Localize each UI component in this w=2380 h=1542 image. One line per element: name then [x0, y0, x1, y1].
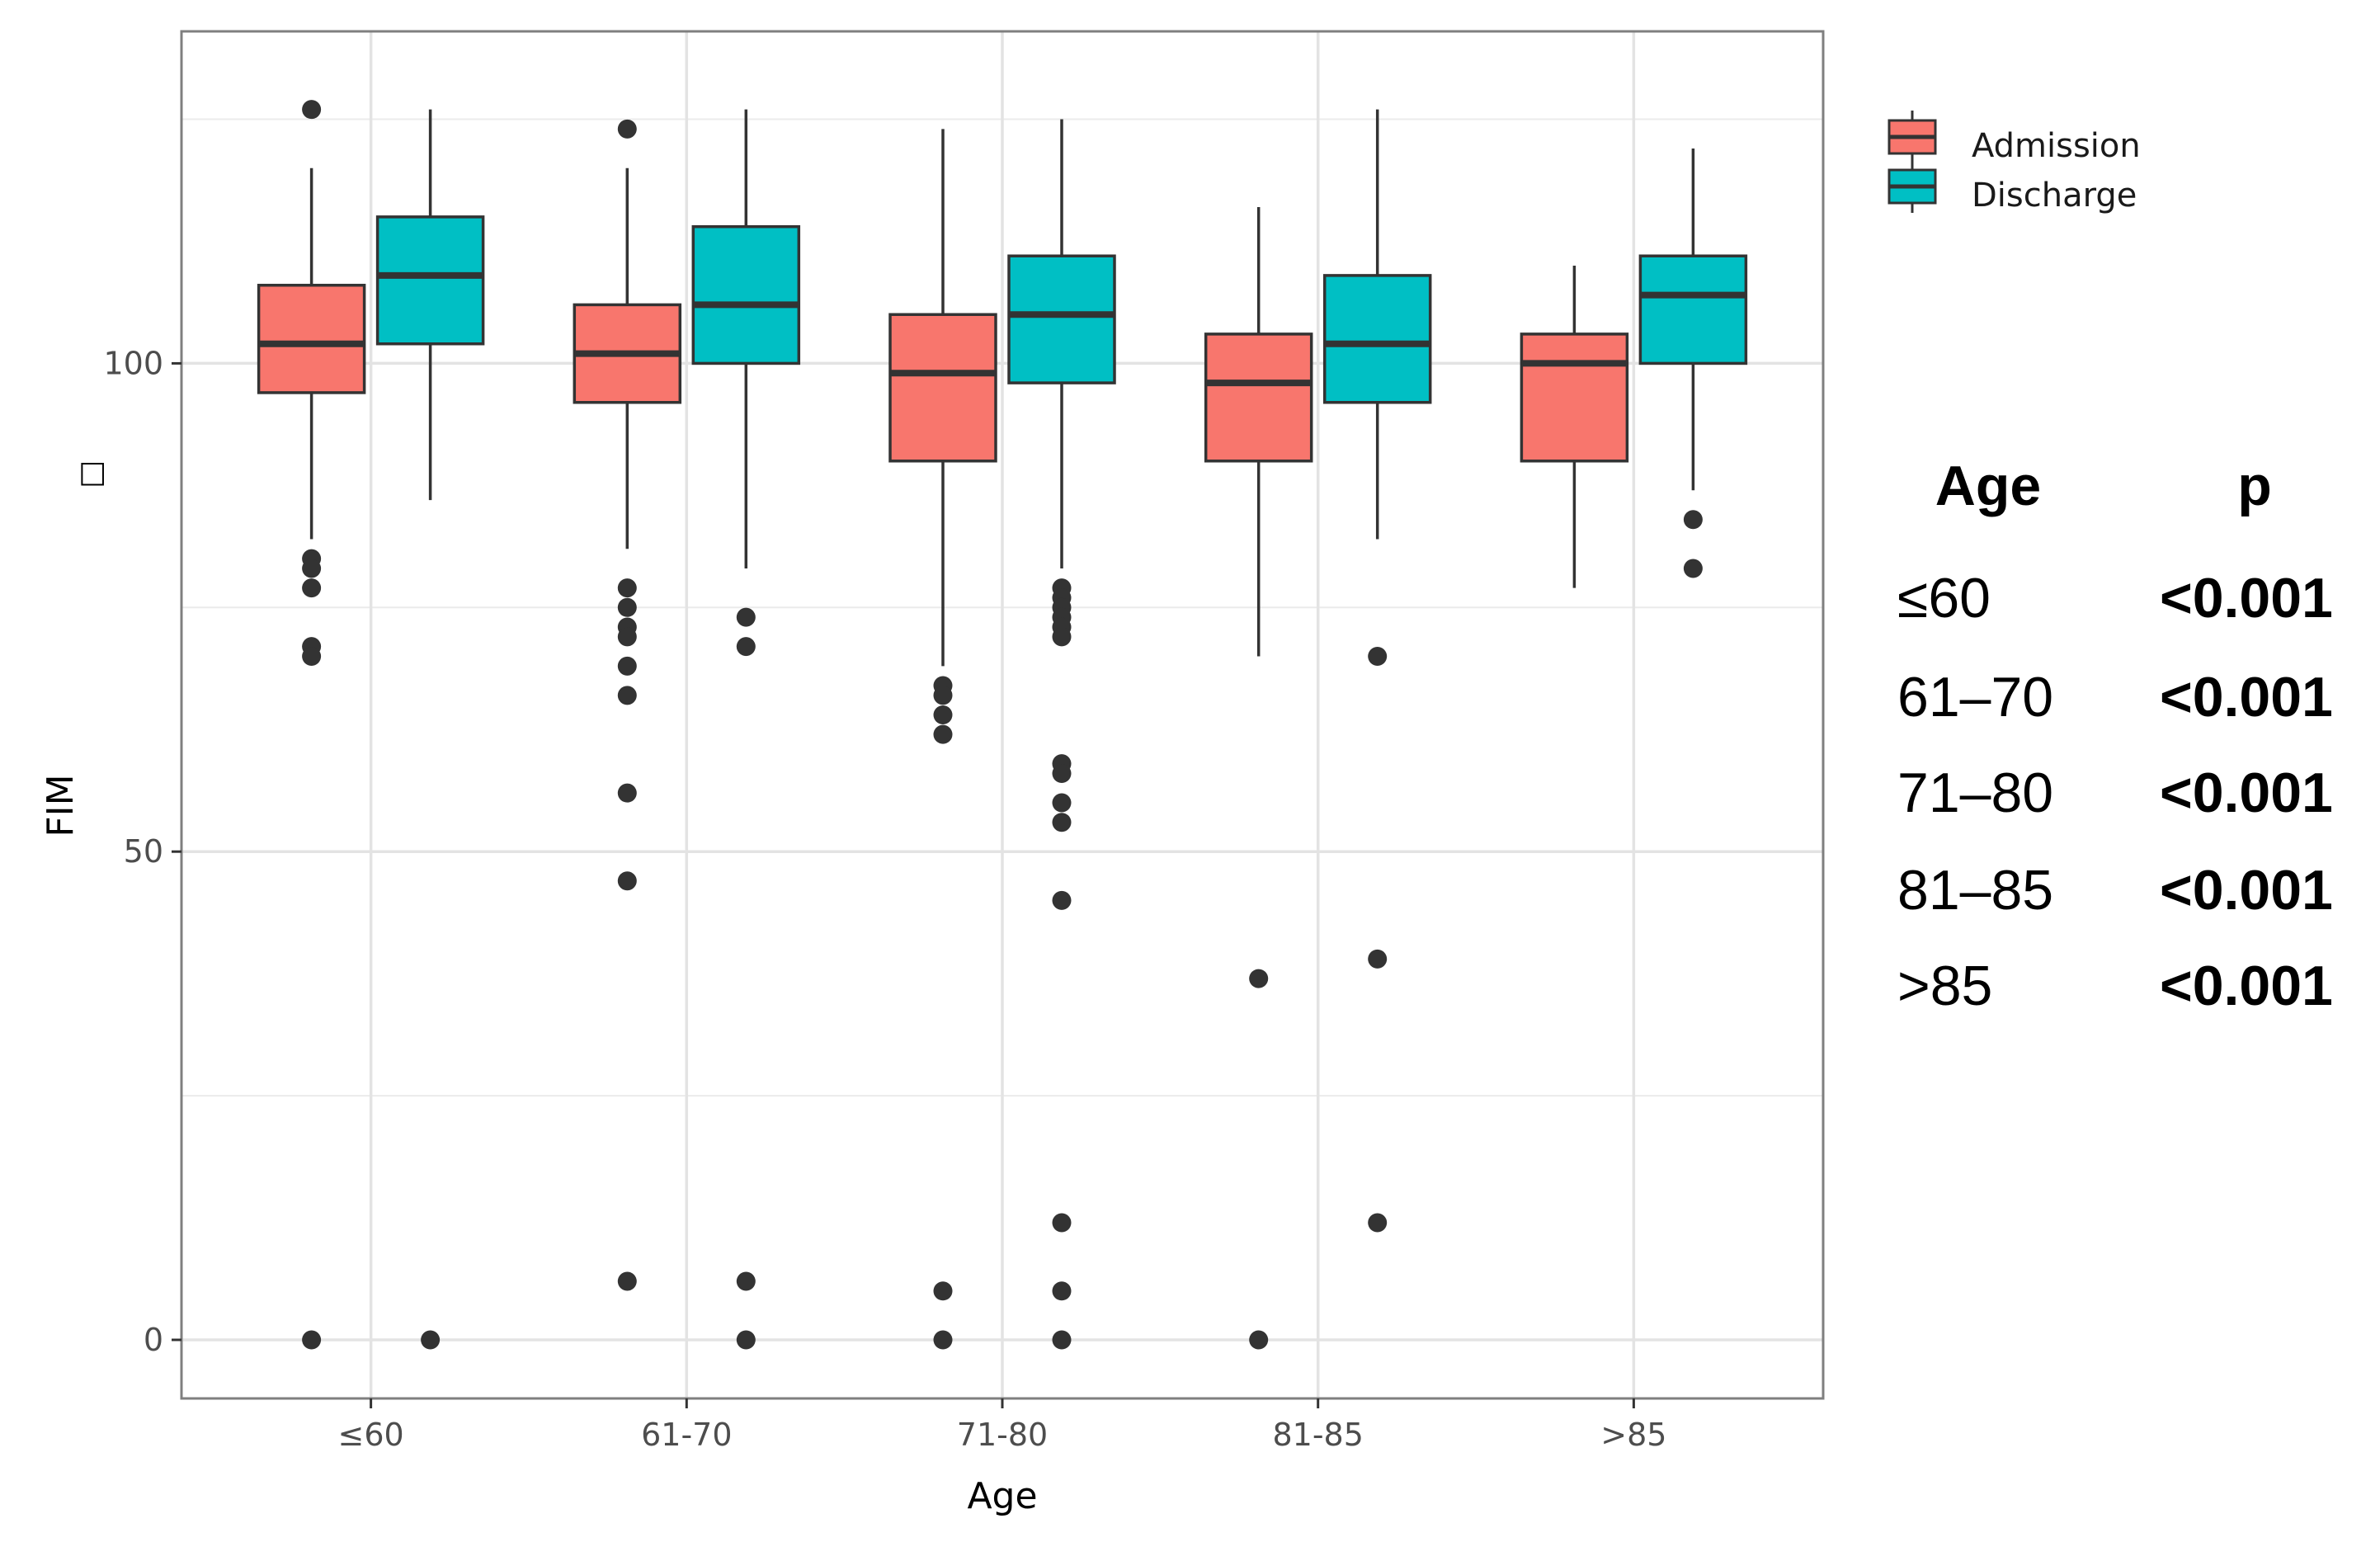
outlier-point — [1683, 510, 1703, 530]
box-iqr — [1322, 274, 1432, 404]
y-tick-label: 100 — [103, 345, 163, 381]
outlier-point — [302, 646, 322, 666]
outlier-point — [1052, 1213, 1072, 1233]
outlier-point — [617, 871, 637, 891]
box-iqr — [257, 283, 366, 394]
box-discharge-1 — [691, 109, 801, 1350]
p-table-row: 71–80 <0.001 — [1897, 762, 2333, 824]
panel-grid — [181, 31, 1823, 1398]
outlier-point — [617, 656, 637, 676]
box-admission-0 — [257, 100, 366, 1350]
box-iqr — [691, 224, 801, 365]
x-tick-label: >85 — [1600, 1417, 1666, 1453]
outlier-point — [933, 705, 953, 724]
legend-label: Admission — [1972, 127, 2141, 165]
box-iqr — [375, 215, 485, 346]
legend-label: Discharge — [1972, 177, 2137, 215]
p-table-header-age: Age — [1935, 455, 2041, 517]
legend-entry-admission: Admission — [1888, 111, 2141, 165]
p-table-row: 61–70 <0.001 — [1897, 666, 2333, 729]
outlier-point — [1368, 1213, 1388, 1233]
box-admission-4 — [1520, 266, 1629, 588]
outlier-point — [617, 686, 637, 705]
box-admission-3 — [1204, 207, 1313, 1350]
p-table-row: >85 <0.001 — [1897, 955, 2333, 1017]
outlier-point — [736, 637, 756, 657]
p-table-pvalue: <0.001 — [2160, 666, 2333, 729]
legend: Admission Discharge — [1888, 111, 2141, 215]
y-tick-label: 0 — [144, 1322, 163, 1358]
outlier-point — [1052, 1281, 1072, 1301]
box-iqr — [1204, 332, 1313, 463]
p-table-pvalue: <0.001 — [2160, 859, 2333, 922]
p-table-pvalue: <0.001 — [2160, 567, 2333, 630]
outlier-point — [617, 119, 637, 139]
outlier-point — [617, 578, 637, 598]
outlier-point — [1052, 1330, 1072, 1350]
outlier-point — [736, 607, 756, 627]
p-table-row: ≤60 <0.001 — [1897, 567, 2333, 630]
p-table-header-p: p — [2237, 455, 2272, 517]
box-discharge-3 — [1322, 109, 1432, 1233]
outlier-point — [302, 100, 322, 120]
box-iqr — [1638, 254, 1748, 365]
box-admission-2 — [888, 129, 997, 1350]
x-tick-label: ≤60 — [338, 1417, 404, 1453]
outlier-point — [1052, 890, 1072, 910]
outlier-point — [736, 1330, 756, 1350]
outlier-point — [302, 1330, 322, 1350]
outlier-point — [1052, 764, 1072, 784]
outlier-point — [1052, 813, 1072, 832]
outlier-point — [617, 1271, 637, 1291]
box-iqr — [1007, 254, 1116, 384]
box-discharge-2 — [1007, 119, 1116, 1350]
p-table-age: >85 — [1897, 955, 1992, 1017]
p-table-row: 81–85 <0.001 — [1897, 859, 2333, 922]
plot-elements — [257, 100, 1748, 1350]
outlier-point — [421, 1330, 441, 1350]
outlier-point — [302, 578, 322, 598]
outlier-point — [617, 783, 637, 803]
y-axis-title: FIM — [40, 774, 82, 837]
outlier-point — [1368, 949, 1388, 969]
outlier-point — [617, 597, 637, 617]
p-table-age: 71–80 — [1897, 762, 2053, 824]
outlier-point — [933, 724, 953, 744]
outlier-point — [933, 1330, 953, 1350]
outlier-point — [1249, 1330, 1269, 1350]
outlier-point — [1249, 969, 1269, 988]
box-discharge-0 — [375, 109, 485, 1350]
outlier-point — [1683, 559, 1703, 578]
outlier-point — [736, 1271, 756, 1291]
box-admission-1 — [573, 119, 682, 1291]
p-table-pvalue: <0.001 — [2160, 955, 2333, 1017]
x-tick-label: 61-70 — [641, 1417, 732, 1453]
outlier-point — [933, 1281, 953, 1301]
p-table-pvalue: <0.001 — [2160, 762, 2333, 824]
x-tick-label: 81-85 — [1272, 1417, 1363, 1453]
x-tick-label: 71-80 — [957, 1417, 1048, 1453]
axis-ticks: 0 50 100 ≤60 61-70 71-80 81-85 >85 — [103, 345, 1666, 1453]
box-iqr — [888, 313, 997, 463]
outlier-point — [617, 627, 637, 647]
outlier-point — [1052, 627, 1072, 647]
outlier-point — [1052, 793, 1072, 813]
p-table-age: 61–70 — [1897, 666, 2053, 729]
x-axis-title: Age — [967, 1475, 1037, 1517]
box-iqr — [1520, 332, 1629, 463]
outlier-point — [933, 686, 953, 705]
p-table-age: ≤60 — [1897, 567, 1991, 630]
y-axis-marker: □ — [78, 455, 106, 489]
outlier-point — [302, 559, 322, 578]
legend-entry-discharge: Discharge — [1888, 160, 2137, 215]
p-table-age: 81–85 — [1897, 859, 2053, 922]
box-discharge-4 — [1638, 149, 1748, 578]
outlier-point — [1368, 646, 1388, 666]
y-tick-label: 50 — [124, 833, 163, 870]
